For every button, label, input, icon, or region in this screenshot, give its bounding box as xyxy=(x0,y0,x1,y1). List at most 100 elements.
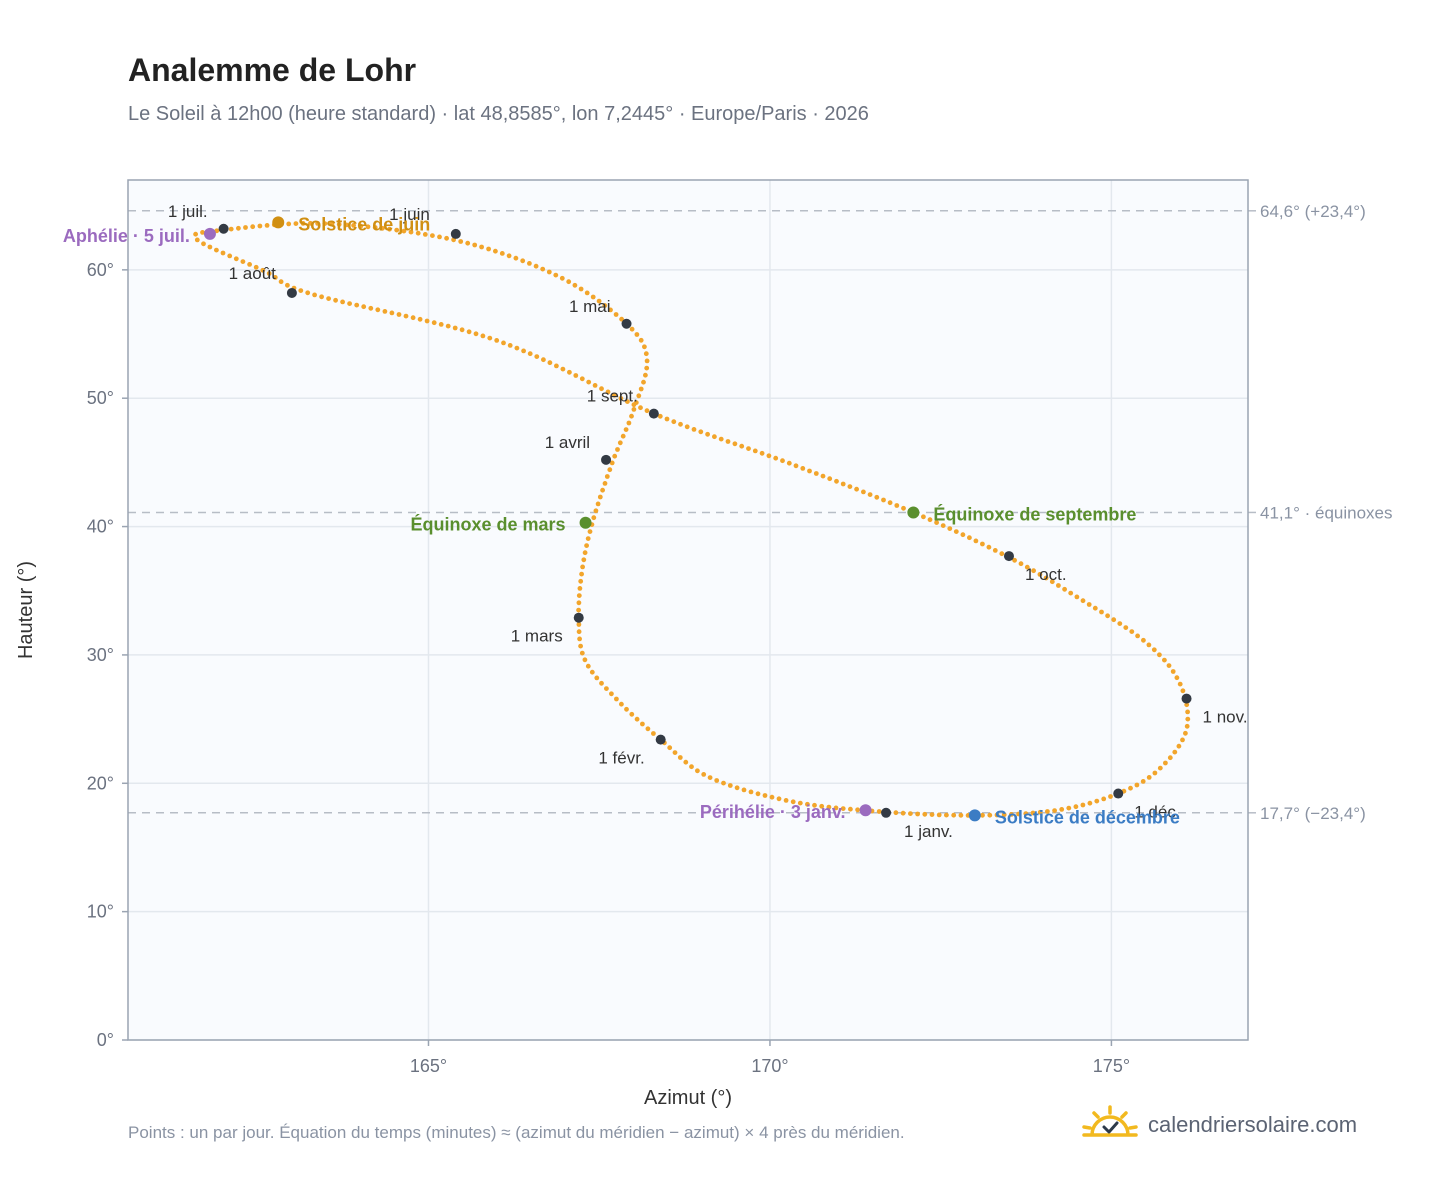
daily-point xyxy=(587,529,593,534)
x-tick-label: 175° xyxy=(1093,1056,1130,1076)
daily-point xyxy=(1185,709,1190,715)
daily-point xyxy=(520,258,526,264)
daily-point xyxy=(876,809,882,814)
daily-point xyxy=(689,764,694,770)
daily-point xyxy=(812,802,817,808)
daily-point xyxy=(298,288,304,293)
daily-point xyxy=(595,501,601,507)
month-marker xyxy=(218,223,229,234)
daily-point xyxy=(1012,557,1017,563)
daily-point xyxy=(748,789,754,795)
daily-point xyxy=(643,351,649,357)
daily-point xyxy=(593,508,599,514)
daily-point xyxy=(867,492,873,497)
daily-point xyxy=(1170,669,1176,674)
event-markers: Solstice de juin Aphélie · 5 juil. Équinox… xyxy=(63,214,1180,827)
daily-point xyxy=(458,239,464,244)
daily-point xyxy=(604,474,610,479)
daily-point xyxy=(194,237,200,243)
daily-point xyxy=(604,686,609,691)
daily-point xyxy=(200,230,205,235)
daily-point xyxy=(354,302,360,308)
daily-point xyxy=(1043,575,1049,581)
daily-point xyxy=(1177,681,1183,687)
daily-point xyxy=(250,224,256,230)
month-marker xyxy=(881,807,892,818)
daily-point xyxy=(762,793,768,798)
daily-point xyxy=(678,421,683,427)
daily-point xyxy=(322,221,328,227)
daily-point xyxy=(759,450,765,456)
daily-point xyxy=(619,701,624,707)
daily-point xyxy=(752,448,758,454)
daily-point xyxy=(620,433,626,439)
daily-point xyxy=(553,272,559,278)
daily-point xyxy=(577,636,582,642)
daily-point xyxy=(315,221,320,226)
daily-point xyxy=(929,812,935,817)
daily-point xyxy=(579,571,584,577)
daily-point xyxy=(1056,583,1061,588)
month-marker xyxy=(648,408,659,419)
daily-point xyxy=(285,282,290,288)
daily-point xyxy=(776,796,782,802)
x-tick-label: 165° xyxy=(410,1056,447,1076)
daily-point xyxy=(712,434,717,440)
daily-point xyxy=(840,806,846,811)
daily-point xyxy=(594,675,600,681)
daily-point xyxy=(881,497,886,503)
daily-point xyxy=(567,369,572,375)
daily-point xyxy=(739,443,745,449)
daily-point xyxy=(347,301,352,306)
month-marker xyxy=(450,228,461,239)
apsis-marker xyxy=(203,227,216,240)
daily-point xyxy=(613,312,619,317)
y-tick-label: 10° xyxy=(87,902,114,922)
equinox-marker xyxy=(579,516,592,529)
equinox-marker xyxy=(907,506,920,519)
daily-point xyxy=(459,327,465,333)
daily-point xyxy=(826,804,832,810)
daily-point xyxy=(1016,811,1021,817)
daily-point xyxy=(201,241,206,247)
daily-point xyxy=(486,246,491,252)
daily-point xyxy=(1134,782,1140,788)
daily-point xyxy=(444,235,449,241)
daily-point xyxy=(326,296,331,301)
daily-point xyxy=(922,811,928,817)
daily-point xyxy=(1183,730,1188,736)
month-label: 1 juil. xyxy=(168,202,208,221)
daily-point xyxy=(1117,621,1123,626)
daily-point xyxy=(578,286,584,292)
daily-point xyxy=(1009,812,1014,817)
daily-point xyxy=(1073,804,1079,810)
chart-subtitle: Le Soleil à 12h00 (heure standard) · lat… xyxy=(128,103,869,125)
daily-point xyxy=(980,541,985,547)
daily-point xyxy=(644,365,650,371)
daily-point xyxy=(642,344,647,350)
daily-point xyxy=(389,310,395,316)
daily-point xyxy=(1163,760,1168,766)
daily-point xyxy=(340,299,345,305)
daily-point xyxy=(1172,749,1178,755)
brand-logo[interactable]: calendriersolaire.com xyxy=(1082,1100,1357,1150)
daily-point xyxy=(305,290,311,296)
daily-point xyxy=(1108,794,1113,799)
daily-point xyxy=(579,376,585,382)
daily-point xyxy=(1111,617,1117,623)
daily-point xyxy=(581,557,587,563)
daily-point xyxy=(358,223,364,229)
daily-point xyxy=(741,787,747,793)
y-tick-label: 50° xyxy=(87,388,114,408)
daily-point xyxy=(840,481,846,487)
daily-point xyxy=(534,354,540,359)
daily-point xyxy=(1062,586,1067,592)
daily-point xyxy=(576,607,581,613)
daily-point xyxy=(934,520,939,525)
daily-point xyxy=(609,691,614,697)
daily-point xyxy=(727,783,733,788)
daily-point xyxy=(734,785,740,791)
daily-point xyxy=(247,262,253,267)
daily-point xyxy=(403,313,409,319)
daily-point xyxy=(566,279,572,285)
